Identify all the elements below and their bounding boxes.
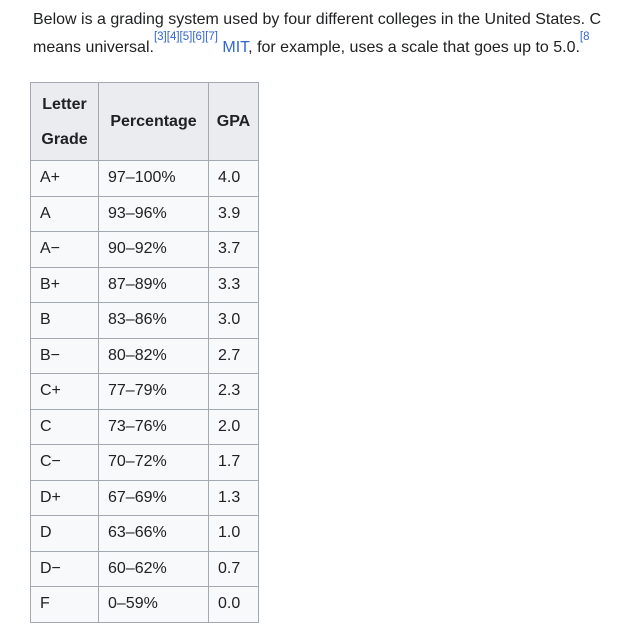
percentage-cell: 77–79%: [98, 373, 209, 410]
gpa-cell: 3.7: [208, 231, 259, 268]
gpa-cell: 2.0: [208, 408, 259, 445]
gpa-cell: 3.0: [208, 302, 259, 339]
table-row: C 73–76% 2.0: [30, 408, 259, 445]
table-row: B+ 87–89% 3.3: [30, 266, 259, 303]
grading-table: Letter Grade Percentage GPA A+ 97–100% 4…: [30, 82, 259, 623]
percentage-cell: 0–59%: [98, 586, 209, 623]
percentage-cell: 93–96%: [98, 195, 209, 232]
table-row: D+ 67–69% 1.3: [30, 479, 259, 516]
header-percentage: Percentage: [98, 82, 209, 161]
letter-grade-cell: B+: [30, 266, 99, 303]
intro-line-2-text: means universal.: [33, 39, 154, 56]
letter-grade-cell: D+: [30, 479, 99, 516]
percentage-cell: 60–62%: [98, 550, 209, 587]
mit-link[interactable]: MIT: [222, 39, 249, 56]
gpa-cell: 0.7: [208, 550, 259, 587]
header-letter-grade: Letter Grade: [30, 82, 99, 161]
percentage-cell: 90–92%: [98, 231, 209, 268]
table-row: A 93–96% 3.9: [30, 195, 259, 232]
gpa-cell: 3.9: [208, 195, 259, 232]
table-row: B− 80–82% 2.7: [30, 337, 259, 374]
table-row: B 83–86% 3.0: [30, 302, 259, 339]
percentage-cell: 70–72%: [98, 444, 209, 481]
gpa-cell: 0.0: [208, 586, 259, 623]
table-row: C+ 77–79% 2.3: [30, 373, 259, 410]
percentage-cell: 63–66%: [98, 515, 209, 552]
letter-grade-cell: A+: [30, 160, 99, 197]
letter-grade-cell: C+: [30, 373, 99, 410]
table-row: D− 60–62% 0.7: [30, 550, 259, 587]
citation-link-4[interactable]: [4]: [166, 30, 180, 43]
table-row: A+ 97–100% 4.0: [30, 160, 259, 197]
header-gpa: GPA: [208, 82, 259, 161]
percentage-cell: 97–100%: [98, 160, 209, 197]
gpa-cell: 1.3: [208, 479, 259, 516]
letter-grade-cell: A−: [30, 231, 99, 268]
citation-link-6[interactable]: [6]: [192, 30, 206, 43]
intro-line-2-rest: , for example, uses a scale that goes up…: [248, 39, 580, 56]
table-row: D 63–66% 1.0: [30, 515, 259, 552]
letter-grade-cell: F: [30, 586, 99, 623]
intro-line-1: Below is a grading system used by four d…: [33, 11, 602, 28]
letter-grade-cell: A: [30, 195, 99, 232]
percentage-cell: 73–76%: [98, 408, 209, 445]
gpa-cell: 3.3: [208, 266, 259, 303]
percentage-cell: 67–69%: [98, 479, 209, 516]
gpa-cell: 2.7: [208, 337, 259, 374]
gpa-cell: 4.0: [208, 160, 259, 197]
table-header-row: Letter Grade Percentage GPA: [30, 82, 259, 161]
table-row: C− 70–72% 1.7: [30, 444, 259, 481]
gpa-cell: 2.3: [208, 373, 259, 410]
gpa-cell: 1.7: [208, 444, 259, 481]
citation-link-5[interactable]: [5]: [179, 30, 193, 43]
citation-link-3[interactable]: [3]: [153, 30, 167, 43]
citation-link-8[interactable]: [8: [579, 30, 590, 43]
citation-link-7[interactable]: [7]: [205, 30, 218, 43]
letter-grade-cell: B−: [30, 337, 99, 374]
percentage-cell: 87–89%: [98, 266, 209, 303]
letter-grade-cell: D−: [30, 550, 99, 587]
percentage-cell: 80–82%: [98, 337, 209, 374]
percentage-cell: 83–86%: [98, 302, 209, 339]
intro-paragraph: Below is a grading system used by four d…: [33, 6, 640, 62]
table-row: F 0–59% 0.0: [30, 586, 259, 623]
letter-grade-cell: B: [30, 302, 99, 339]
table-row: A− 90–92% 3.7: [30, 231, 259, 268]
intro-line-2: means universal.[3][4][5][6][7] MIT, for…: [33, 30, 640, 62]
letter-grade-cell: C−: [30, 444, 99, 481]
gpa-cell: 1.0: [208, 515, 259, 552]
letter-grade-cell: D: [30, 515, 99, 552]
letter-grade-cell: C: [30, 408, 99, 445]
